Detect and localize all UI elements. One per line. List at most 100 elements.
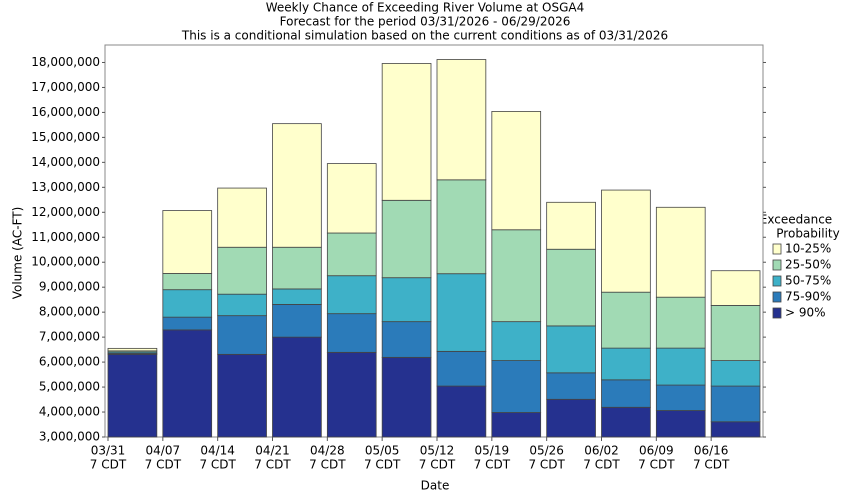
bar-segment — [381, 277, 432, 323]
bar-segment — [381, 199, 432, 279]
bar-segment — [491, 321, 542, 361]
bar-segment — [601, 379, 651, 408]
bar-segment — [546, 325, 596, 374]
bar-segment — [217, 293, 267, 317]
y-tick-label: 7,000,000 — [39, 330, 100, 344]
bar-segment — [381, 356, 432, 438]
y-tick-label: 6,000,000 — [39, 355, 100, 369]
legend-title: Probability — [776, 227, 839, 241]
y-tick-label: 14,000,000 — [31, 155, 100, 169]
y-tick-label: 11,000,000 — [31, 230, 100, 244]
y-tick-label: 15,000,000 — [31, 130, 100, 144]
bar-segment — [710, 421, 761, 438]
bar-segment — [546, 372, 596, 400]
x-tick-label: 7 CDT — [693, 458, 730, 472]
x-tick-label: 7 CDT — [145, 458, 182, 472]
y-axis-label: Volume (AC-FT) — [11, 207, 25, 300]
x-tick-label: 03/31 — [91, 444, 126, 458]
bar-segment — [655, 206, 706, 298]
y-tick-label: 18,000,000 — [31, 55, 100, 69]
bar-segment — [381, 63, 432, 201]
bar-segment — [162, 273, 213, 291]
bar-segment — [601, 291, 651, 349]
bar-segment — [107, 347, 158, 352]
bar-segment — [655, 347, 706, 386]
legend-swatch — [772, 291, 782, 303]
x-axis-label: Date — [421, 479, 450, 493]
x-tick-label: 05/26 — [529, 444, 564, 458]
bar-segment — [107, 353, 158, 438]
bar-segment — [436, 350, 487, 387]
bar-segment — [326, 232, 377, 277]
legend-swatch — [772, 307, 782, 319]
y-tick-label: 10,000,000 — [31, 255, 100, 269]
y-tick-label: 9,000,000 — [39, 280, 100, 294]
legend-label: > 90% — [785, 306, 826, 320]
bar-segment — [710, 385, 761, 423]
bar-segment — [162, 289, 213, 318]
bar-segment — [162, 316, 213, 331]
x-tick-label: 7 CDT — [90, 458, 127, 472]
bar-segment — [655, 410, 706, 438]
x-tick-label: 7 CDT — [419, 458, 456, 472]
x-tick-label: 04/28 — [310, 444, 345, 458]
x-tick-label: 06/16 — [694, 444, 729, 458]
x-tick-label: 05/19 — [475, 444, 510, 458]
legend-swatch — [772, 243, 782, 255]
bar-segment — [546, 201, 596, 250]
bar-segment — [272, 288, 322, 305]
x-tick-label: 04/21 — [255, 444, 290, 458]
legend-label: 25-50% — [785, 258, 831, 272]
bar-segment — [162, 329, 213, 438]
bar-segment — [491, 360, 542, 413]
chart-title: Weekly Chance of Exceeding River Volume … — [266, 1, 585, 15]
bar-segment — [217, 315, 267, 355]
x-tick-label: 7 CDT — [638, 458, 675, 472]
bar-segment — [326, 275, 377, 315]
x-tick-label: 04/07 — [146, 444, 181, 458]
x-tick-label: 7 CDT — [309, 458, 346, 472]
bar-segment — [326, 351, 377, 438]
y-tick-label: 16,000,000 — [31, 105, 100, 119]
bar-segment — [217, 246, 267, 295]
bar-segment — [272, 246, 322, 290]
x-tick-label: 05/12 — [420, 444, 455, 458]
bar-segment — [601, 189, 651, 293]
bar-segment — [436, 385, 487, 438]
bar-segment — [436, 59, 487, 181]
x-tick-label: 05/05 — [365, 444, 400, 458]
bar-segment — [546, 248, 596, 327]
chart-subtitle: Forecast for the period 03/31/2026 - 06/… — [280, 15, 571, 29]
bar-segment — [272, 123, 322, 248]
bar-segment — [546, 398, 596, 438]
bar-segment — [436, 179, 487, 275]
bar-segment — [162, 210, 213, 274]
x-tick-label: 06/09 — [639, 444, 674, 458]
y-tick-label: 4,000,000 — [39, 405, 100, 419]
legend-swatch — [772, 275, 782, 287]
y-tick-label: 17,000,000 — [31, 80, 100, 94]
legend-label: 10-25% — [785, 242, 831, 256]
bar-segment — [655, 384, 706, 411]
bar-segment — [491, 229, 542, 323]
bar-segment — [601, 406, 651, 438]
legend-label: 50-75% — [785, 274, 831, 288]
x-tick-label: 7 CDT — [474, 458, 511, 472]
y-tick-label: 13,000,000 — [31, 180, 100, 194]
x-tick-label: 7 CDT — [254, 458, 291, 472]
chart-note: This is a conditional simulation based o… — [181, 29, 668, 43]
legend-title: Exceedance — [760, 213, 832, 227]
x-tick-label: 7 CDT — [199, 458, 236, 472]
x-tick-label: 7 CDT — [583, 458, 620, 472]
bar-segment — [217, 187, 267, 248]
legend-swatch — [772, 259, 782, 271]
bar-segment — [326, 163, 377, 234]
x-tick-label: 04/14 — [200, 444, 235, 458]
y-tick-label: 3,000,000 — [39, 430, 100, 444]
bar-segment — [491, 111, 542, 231]
bar-segment — [655, 296, 706, 349]
bar-segment — [491, 412, 542, 438]
bar-segment — [272, 304, 322, 338]
